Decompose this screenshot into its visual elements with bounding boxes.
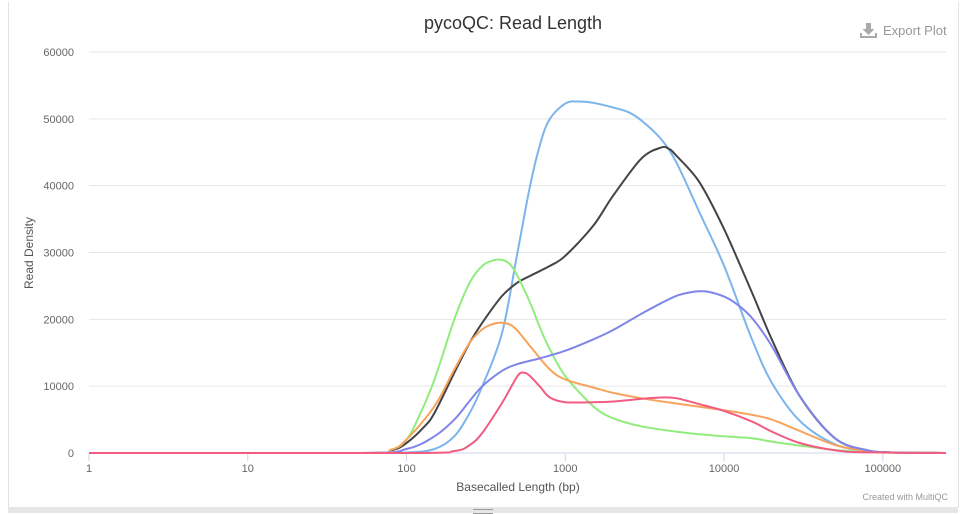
credit-text: Created with MultiQC — [862, 492, 948, 502]
x-axis-title: Basecalled Length (bp) — [456, 480, 579, 494]
y-tick-label: 40000 — [43, 181, 74, 193]
x-tick-label: 10 — [242, 463, 254, 475]
y-axis-title: Read Density — [22, 217, 36, 289]
x-tick-label: 1000 — [553, 463, 577, 475]
series-lines — [89, 100, 947, 455]
x-tick-label: 100000 — [864, 463, 901, 475]
export-plot-button[interactable]: Export Plot — [860, 21, 947, 39]
y-axis-ticks: 0 10000 20000 30000 40000 50000 60000 — [43, 47, 74, 460]
series-line-2[interactable] — [89, 145, 947, 455]
x-axis-ticks: 1 10 100 1000 10000 100000 — [86, 453, 901, 475]
export-plot-label: Export Plot — [883, 22, 947, 38]
resize-bar[interactable] — [8, 507, 958, 513]
x-tick-label: 10000 — [709, 463, 740, 475]
y-tick-label: 10000 — [43, 381, 74, 393]
x-tick-label: 100 — [397, 463, 415, 475]
chart-container — [8, 2, 959, 508]
series-line-4[interactable] — [89, 321, 947, 455]
series-line-3[interactable] — [89, 258, 947, 455]
series-line-1[interactable] — [89, 100, 947, 455]
download-icon — [860, 22, 877, 38]
chart-title: pycoQC: Read Length — [423, 13, 603, 33]
y-tick-label: 20000 — [43, 314, 74, 326]
x-tick-label: 1 — [86, 463, 92, 475]
series-line-6[interactable] — [89, 371, 947, 455]
y-tick-label: 50000 — [43, 114, 74, 126]
y-tick-label: 30000 — [43, 248, 74, 260]
y-tick-label: 0 — [68, 448, 74, 460]
series-line-5[interactable] — [89, 290, 947, 455]
y-tick-label: 60000 — [43, 47, 74, 59]
